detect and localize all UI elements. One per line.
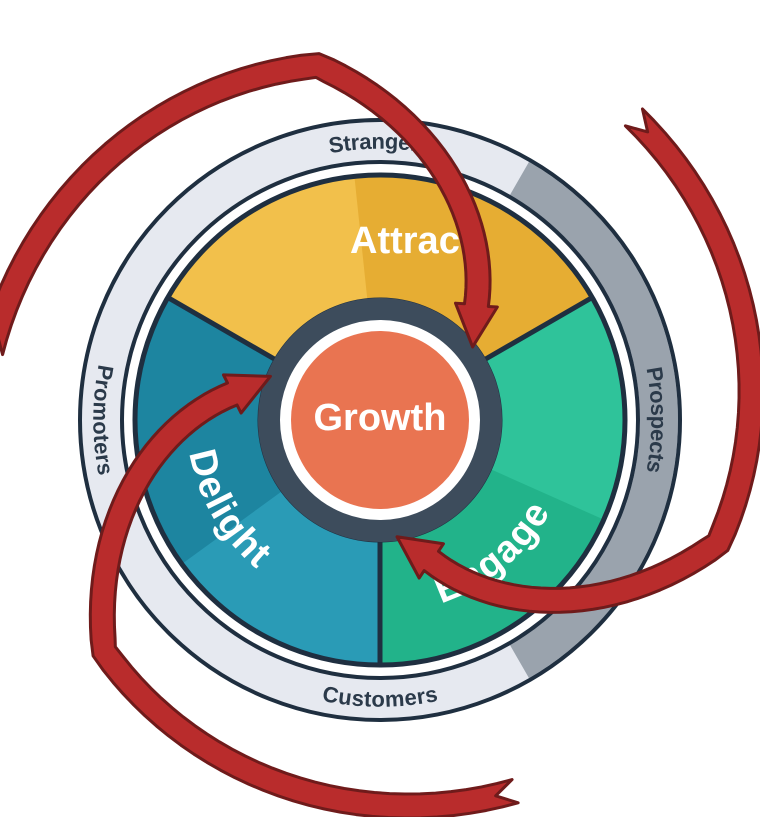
phase-label-attract: Attract — [350, 220, 473, 262]
flywheel-diagram: StrangersProspectsCustomersPromotersAttr… — [0, 0, 760, 817]
center-label: Growth — [314, 397, 447, 439]
center-circle: Growth — [269, 309, 491, 531]
